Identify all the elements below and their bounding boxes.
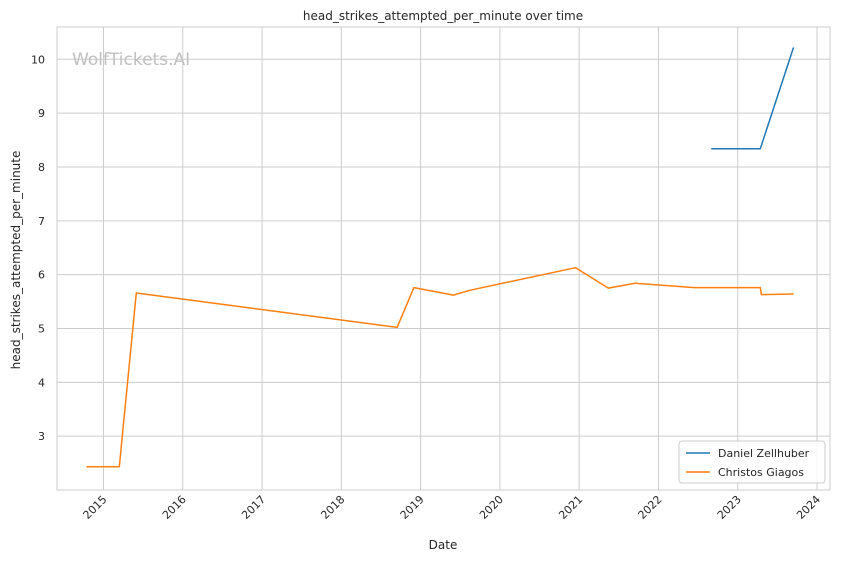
x-tick-label: 2022: [636, 493, 665, 522]
x-tick-label: 2020: [477, 493, 506, 522]
x-tick-label: 2017: [239, 493, 268, 522]
y-tick-label: 10: [31, 53, 45, 66]
y-tick-label: 8: [38, 161, 45, 174]
legend-label-christos-giagos: Christos Giagos: [718, 466, 804, 479]
legend: Daniel Zellhuber Christos Giagos: [678, 440, 826, 484]
legend-box: [678, 440, 826, 484]
chart-title: head_strikes_attempted_per_minute over t…: [303, 9, 583, 23]
y-tick-label: 6: [38, 269, 45, 282]
y-tick-label: 7: [38, 215, 45, 228]
x-tick-label: 2021: [556, 493, 585, 522]
y-tick-label: 9: [38, 107, 45, 120]
y-tick-label: 3: [38, 430, 45, 443]
legend-label-daniel-zellhuber: Daniel Zellhuber: [718, 447, 810, 460]
plot-area: [56, 26, 831, 491]
y-tick-label: 5: [38, 322, 45, 335]
series-line-daniel-zellhuber: [711, 47, 795, 150]
x-tick-label: 2016: [160, 493, 189, 522]
y-tick-label: 4: [38, 376, 45, 389]
series-lines: [86, 47, 795, 468]
x-axis-label: Date: [429, 538, 458, 552]
x-tick-label: 2018: [318, 493, 347, 522]
x-tick-label: 2019: [398, 493, 427, 522]
y-axis-label: head_strikes_attempted_per_minute: [9, 151, 23, 370]
x-tick-label: 2023: [715, 493, 744, 522]
watermark: WolfTickets.AI: [72, 50, 190, 70]
series-line-christos-giagos: [86, 266, 794, 468]
grid: [57, 27, 830, 490]
x-tick-label: 2015: [81, 493, 110, 522]
x-tick-label: 2024: [794, 493, 823, 522]
